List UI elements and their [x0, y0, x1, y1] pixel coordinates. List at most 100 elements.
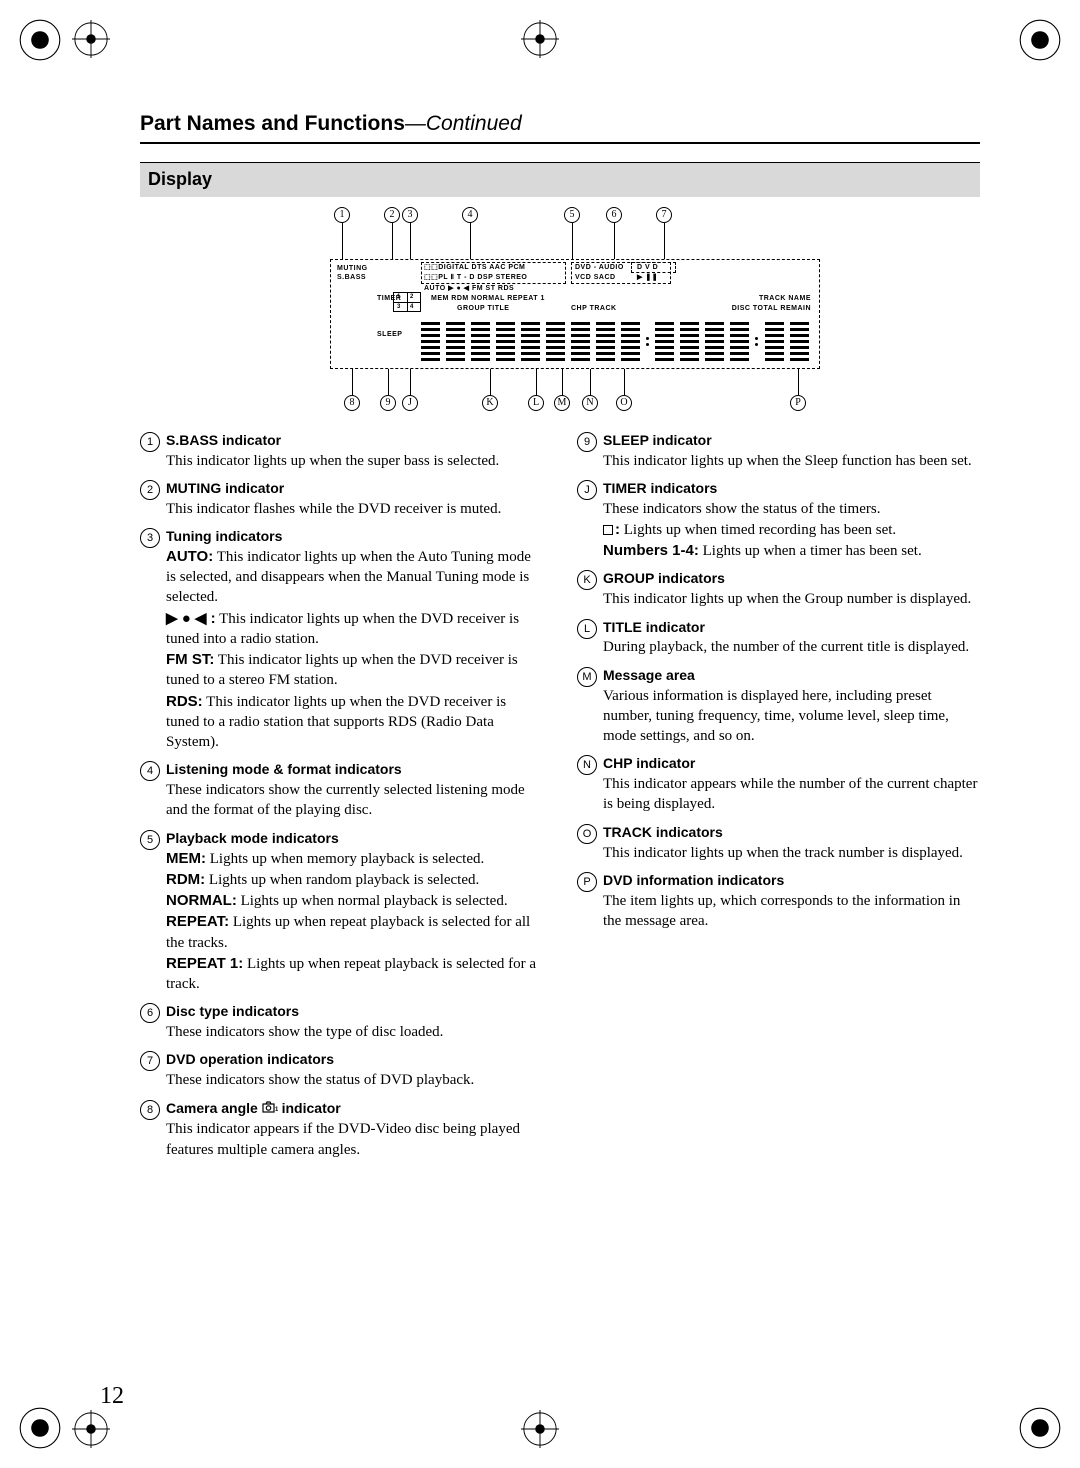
crop-cross-icon — [521, 1410, 559, 1448]
item-text: During playback, the number of the curre… — [603, 637, 980, 657]
display-diagram: 1234567 MUTING S.BASS ⬚⬚DIGITAL DTS AAC … — [140, 207, 980, 417]
lbl-chptrack: CHP TRACK — [571, 304, 617, 313]
item-heading: Disc type indicators — [166, 1002, 543, 1021]
item-heading: SLEEP indicator — [603, 431, 980, 450]
callout-L: L — [528, 395, 544, 411]
item-text: RDM: Lights up when random playback is s… — [166, 870, 543, 890]
item-text: REPEAT: Lights up when repeat playback i… — [166, 912, 543, 953]
lbl-dvd: D V D — [637, 263, 658, 272]
item-heading: Message area — [603, 666, 980, 685]
page-number: 12 — [100, 1380, 124, 1412]
segment-display — [421, 322, 809, 362]
page-title: Part Names and Functions—Continued — [140, 110, 980, 144]
item-number: 6 — [140, 1003, 160, 1023]
item-heading: CHP indicator — [603, 754, 980, 773]
lbl-playmode: MEM RDM NORMAL REPEAT 1 — [431, 294, 545, 303]
item-number: L — [577, 619, 597, 639]
item-text: FM ST: This indicator lights up when the… — [166, 650, 543, 691]
item-number: 9 — [577, 432, 597, 452]
lbl-sleep: SLEEP — [377, 330, 402, 339]
item-1: 1 S.BASS indicatorThis indicator lights u… — [140, 431, 543, 471]
reg-mark-icon — [18, 1406, 62, 1450]
callout-M: M — [554, 395, 570, 411]
item-text: RDS: This indicator lights up when the D… — [166, 692, 543, 753]
item-text: These indicators show the currently sele… — [166, 780, 543, 821]
item-text: The item lights up, which corresponds to… — [603, 891, 980, 932]
callout-9: 9 — [380, 395, 396, 411]
lbl-disc1: DVD - AUDIO — [575, 263, 624, 272]
lbl-fmt2: ⬚⬚PL Ⅱ T - D DSP STEREO — [424, 273, 527, 282]
square-icon — [603, 525, 613, 535]
item-text: Various information is displayed here, i… — [603, 686, 980, 747]
callout-O: O — [616, 395, 632, 411]
lbl-disc2: VCD SACD — [575, 273, 616, 282]
item-heading: TRACK indicators — [603, 823, 980, 842]
display-panel: MUTING S.BASS ⬚⬚DIGITAL DTS AAC PCM ⬚⬚PL… — [330, 259, 820, 369]
callout-7: 7 — [656, 207, 672, 223]
item-number: 7 — [140, 1051, 160, 1071]
item-text: This indicator appears while the number … — [603, 774, 980, 815]
item-heading: DVD information indicators — [603, 871, 980, 890]
callout-J: J — [402, 395, 418, 411]
section-heading: Display — [140, 162, 980, 196]
item-4: 4Listening mode & format indicatorsThese… — [140, 760, 543, 820]
item-number: 8 — [140, 1100, 160, 1120]
item-number: J — [577, 480, 597, 500]
item-8: 8 Camera angle 1 indicatorThis indicator … — [140, 1099, 543, 1160]
item-number: P — [577, 872, 597, 892]
item-3: 3Tuning indicatorsAUTO: This indicator l… — [140, 527, 543, 752]
reg-mark-icon — [18, 18, 62, 62]
item-heading: Playback mode indicators — [166, 829, 543, 848]
svg-text:1: 1 — [275, 1107, 278, 1113]
title-main: Part Names and Functions — [140, 112, 405, 135]
item-text: This indicator flashes while the DVD rec… — [166, 499, 543, 519]
title-continued: —Continued — [405, 112, 522, 135]
item-text: This indicator lights up when the super … — [166, 451, 543, 471]
callout-8: 8 — [344, 395, 360, 411]
item-number: N — [577, 755, 597, 775]
item-heading: TIMER indicators — [603, 479, 980, 498]
item-heading: MUTING indicator — [166, 479, 543, 498]
lbl-disctotal: DISC TOTAL REMAIN — [732, 304, 811, 313]
item-text: These indicators show the status of the … — [603, 499, 980, 519]
item-number: M — [577, 667, 597, 687]
item-text: This indicator lights up when the Sleep … — [603, 451, 980, 471]
crop-cross-icon — [72, 1410, 110, 1448]
item-text: These indicators show the type of disc l… — [166, 1022, 543, 1042]
item-number: 1 — [140, 432, 160, 452]
item-heading: S.BASS indicator — [166, 431, 543, 450]
item-M: M Message areaVarious information is disp… — [577, 666, 980, 747]
item-heading: Camera angle 1 indicator — [166, 1099, 543, 1119]
item-text: AUTO: This indicator lights up when the … — [166, 547, 543, 608]
item-7: 7DVD operation indicatorsThese indicator… — [140, 1050, 543, 1090]
callout-4: 4 — [462, 207, 478, 223]
item-text: This indicator appears if the DVD-Video … — [166, 1119, 543, 1160]
item-K: KGROUP indicatorsThis indicator lights u… — [577, 569, 980, 609]
item-J: J TIMER indicatorsThese indicators show t… — [577, 479, 980, 562]
crop-cross-icon — [72, 20, 110, 58]
crop-cross-icon — [521, 20, 559, 58]
callout-1: 1 — [334, 207, 350, 223]
item-9: 9 SLEEP indicatorThis indicator lights up… — [577, 431, 980, 471]
reg-mark-icon — [1018, 1406, 1062, 1450]
item-5: 5Playback mode indicatorsMEM: Lights up … — [140, 829, 543, 995]
item-heading: GROUP indicators — [603, 569, 980, 588]
lbl-sbass: S.BASS — [337, 273, 366, 282]
item-heading: Tuning indicators — [166, 527, 543, 546]
item-text: These indicators show the status of DVD … — [166, 1070, 543, 1090]
item-P: P DVD information indicatorsThe item ligh… — [577, 871, 980, 931]
item-text: Numbers 1-4: Lights up when a timer has … — [603, 541, 980, 561]
callout-N: N — [582, 395, 598, 411]
item-heading: Listening mode & format indicators — [166, 760, 543, 779]
callout-K: K — [482, 395, 498, 411]
lbl-tuning: AUTO ▶ ● ◀ FM ST RDS — [424, 284, 514, 293]
item-text: This indicator lights up when the Group … — [603, 589, 980, 609]
item-N: N CHP indicatorThis indicator appears whi… — [577, 754, 980, 814]
item-text: ▶ ● ◀ : This indicator lights up when th… — [166, 609, 543, 650]
play-pause-icon: ▶ ❚❚ — [637, 273, 658, 282]
lbl-trackname: TRACK NAME — [759, 294, 811, 303]
callout-P: P — [790, 395, 806, 411]
item-text: REPEAT 1: Lights up when repeat playback… — [166, 954, 543, 995]
callout-6: 6 — [606, 207, 622, 223]
item-heading: TITLE indicator — [603, 618, 980, 637]
